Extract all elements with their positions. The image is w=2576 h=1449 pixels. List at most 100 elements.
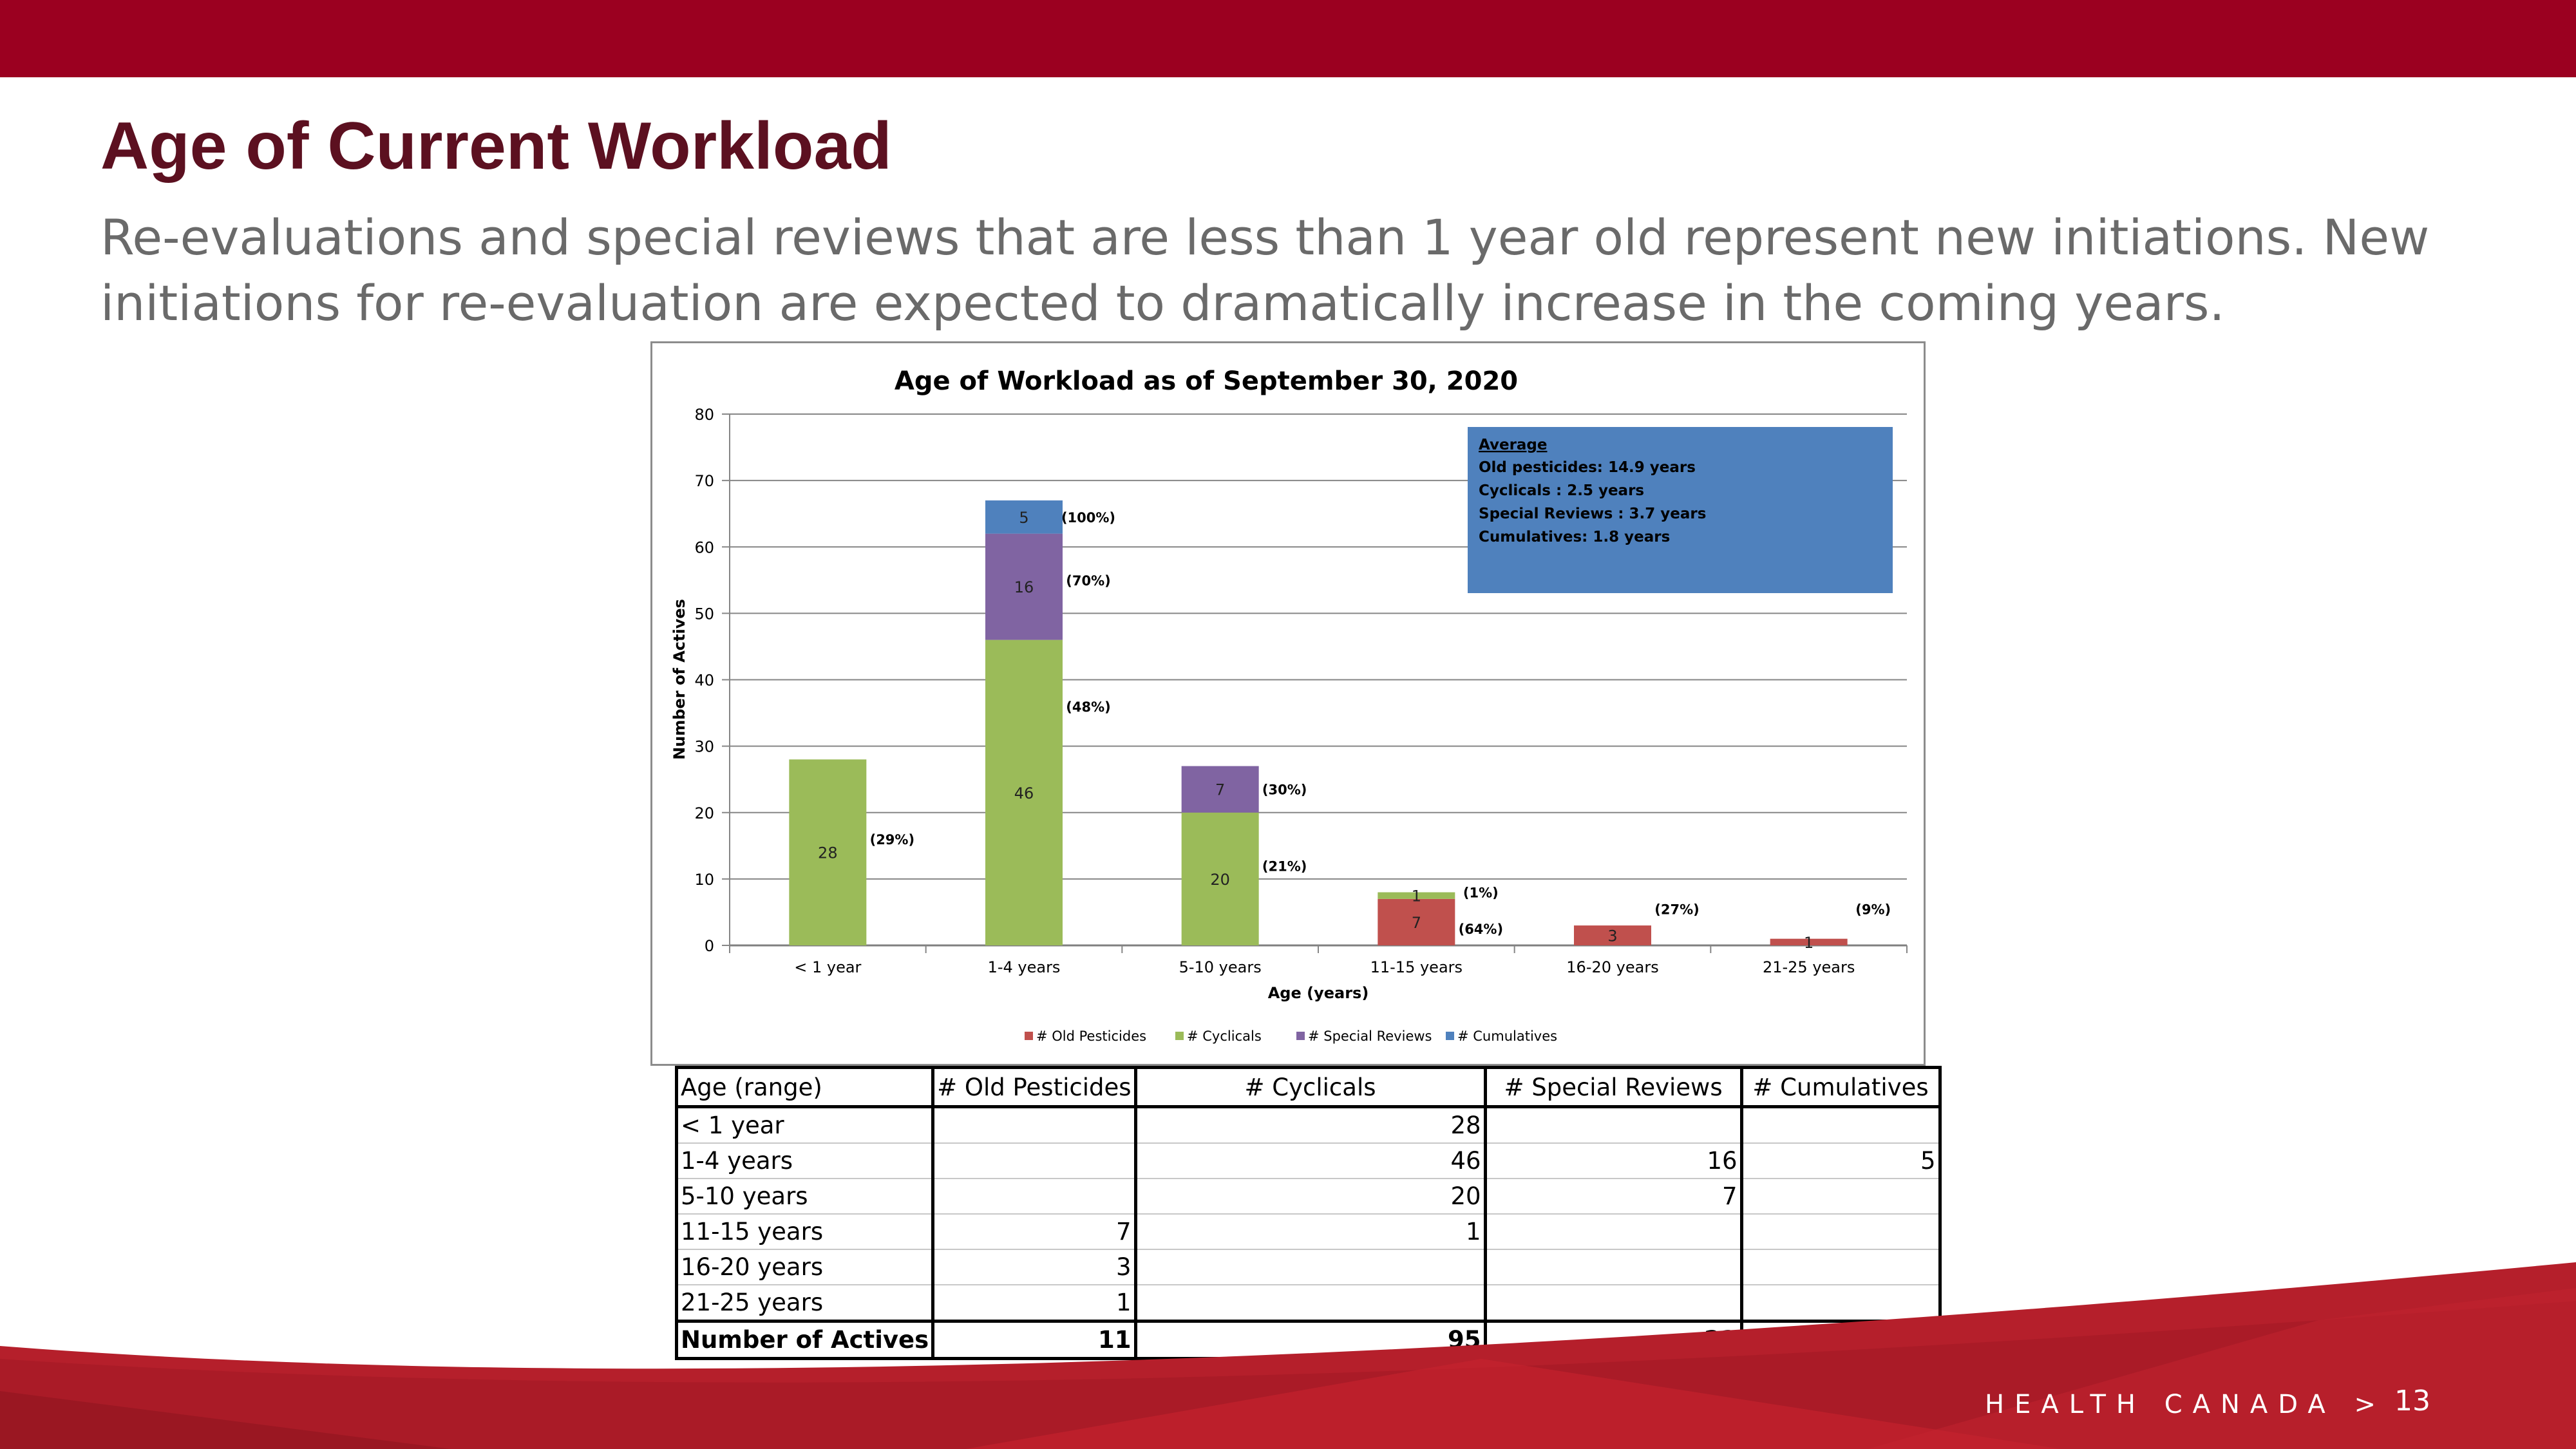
average-line: Old pesticides: 14.9 years	[1479, 459, 1696, 476]
table-row: 5-10 years 20 7	[674, 1179, 1942, 1215]
table-header-row: Age (range) # Old Pesticides # Cyclicals # …	[674, 1066, 1942, 1108]
x-tick-label: 21-25 years	[1763, 958, 1855, 976]
table-cell: 1	[1133, 1214, 1487, 1250]
table-cell	[1483, 1285, 1743, 1322]
x-tick-label: < 1 year	[794, 958, 861, 976]
table-total-cell: 11	[931, 1320, 1137, 1360]
y-tick-label: 60	[694, 538, 714, 556]
legend-swatch	[1296, 1032, 1305, 1040]
stacked-bar-chart: Age of Workload as of September 30, 2020…	[670, 366, 1908, 1044]
y-tick-label: 80	[694, 406, 714, 424]
legend-label: # Old Pesticides	[1036, 1028, 1146, 1044]
table-row: 16-20 years 3	[674, 1249, 1942, 1285]
table-cell: 5	[1739, 1143, 1942, 1179]
table-cell	[1483, 1106, 1743, 1144]
table-row: 21-25 years 1	[674, 1285, 1942, 1322]
table-cell	[1739, 1214, 1942, 1250]
bar-value-label: 3	[1607, 927, 1617, 945]
table-cell	[931, 1143, 1137, 1179]
table-cell: 16-20 years	[674, 1249, 935, 1285]
slide-subtitle: Re-evaluations and special reviews that …	[100, 209, 2430, 332]
bar-segment	[1770, 938, 1848, 945]
percent-annotation: (1%)	[1463, 886, 1499, 901]
bar-segment	[985, 639, 1063, 945]
bar-segment	[789, 759, 867, 945]
percent-annotation: (9%)	[1855, 902, 1891, 917]
y-axis-title: Number of Actives	[670, 599, 688, 760]
table-cell: 7	[931, 1214, 1137, 1250]
bar-value-label: 46	[1014, 784, 1034, 802]
average-line: Special Reviews : 3.7 years	[1479, 506, 1706, 522]
bar-value-label: 5	[1019, 509, 1028, 527]
y-tick-label: 50	[694, 605, 714, 623]
table-header-cell: Age (range)	[674, 1066, 935, 1108]
table-cell: 28	[1133, 1106, 1487, 1144]
page-number: 13	[2394, 1385, 2430, 1417]
bar-segment	[1181, 766, 1259, 813]
bar-segment	[985, 500, 1063, 534]
bar-segment	[1378, 892, 1455, 899]
table-cell: 1-4 years	[674, 1143, 935, 1179]
y-tick-label: 70	[694, 472, 714, 490]
chart-title: Age of Workload as of September 30, 2020	[895, 366, 1518, 396]
workload-data-table: Age (range) # Old Pesticides # Cyclicals # …	[674, 1066, 1942, 1360]
footer-brand: HEALTH CANADA >	[1985, 1390, 2386, 1419]
average-line: Cyclicals : 2.5 years	[1479, 482, 1644, 499]
table-cell	[1739, 1285, 1942, 1322]
average-box	[1468, 427, 1893, 593]
x-tick-label: 11-15 years	[1370, 958, 1463, 976]
bar-segment	[985, 533, 1063, 640]
percent-annotation: (30%)	[1262, 782, 1307, 798]
y-tick-label: 10	[694, 871, 714, 889]
table-cell	[1739, 1106, 1942, 1144]
percent-annotation: (100%)	[1061, 510, 1115, 526]
table-cell	[1483, 1214, 1743, 1250]
table-cell	[1739, 1249, 1942, 1285]
table-cell	[1739, 1179, 1942, 1215]
table-cell: 20	[1133, 1179, 1487, 1215]
bar-value-label: 20	[1210, 871, 1230, 889]
table-header-cell: # Cumulatives	[1739, 1066, 1942, 1108]
table-cell: 11-15 years	[674, 1214, 935, 1250]
bar-value-label: 16	[1014, 578, 1034, 596]
bar-value-label: 7	[1215, 781, 1225, 799]
top-banner	[0, 0, 2576, 77]
table-cell: 5-10 years	[674, 1179, 935, 1215]
table-row: 1-4 years 46 16 5	[674, 1143, 1942, 1179]
percent-annotation: (48%)	[1066, 699, 1110, 715]
x-axis-title: Age (years)	[1268, 984, 1369, 1002]
x-tick-label: 5-10 years	[1179, 958, 1262, 976]
legend-swatch	[1446, 1032, 1454, 1040]
y-tick-label: 0	[705, 937, 714, 955]
bar-segment	[1574, 925, 1651, 945]
slide-title: Age of Current Workload	[100, 109, 892, 184]
bar-segment	[1181, 812, 1259, 945]
bar-value-label: 1	[1412, 887, 1421, 905]
legend-label: # Cyclicals	[1187, 1028, 1262, 1044]
table-cell: 46	[1133, 1143, 1487, 1179]
percent-annotation: (27%)	[1654, 902, 1699, 917]
table-header-cell: # Special Reviews	[1483, 1066, 1743, 1108]
table-cell: 7	[1483, 1179, 1743, 1215]
bar-segment	[1378, 898, 1455, 945]
bar-value-label: 7	[1412, 914, 1421, 932]
chart-frame: Age of Workload as of September 30, 2020…	[650, 341, 1926, 1066]
legend-label: # Special Reviews	[1308, 1028, 1432, 1044]
legend-swatch	[1175, 1032, 1184, 1040]
percent-annotation: (70%)	[1066, 573, 1110, 589]
table-cell	[1133, 1285, 1487, 1322]
table-cell: 3	[931, 1249, 1137, 1285]
table-cell: 1	[931, 1285, 1137, 1322]
footer-wave-banner	[0, 1262, 2576, 1449]
percent-annotation: (21%)	[1262, 858, 1307, 874]
percent-annotation: (64%)	[1459, 922, 1503, 937]
table-row: 11-15 years 7 1	[674, 1214, 1942, 1250]
y-tick-label: 40	[694, 672, 714, 690]
x-tick-label: 16-20 years	[1566, 958, 1658, 976]
average-line: Cumulatives: 1.8 years	[1479, 529, 1670, 545]
legend-swatch	[1025, 1032, 1033, 1040]
table-cell	[931, 1179, 1137, 1215]
x-tick-label: 1-4 years	[988, 958, 1061, 976]
table-total-cell: Number of Actives	[674, 1320, 935, 1360]
table-row: < 1 year 28	[674, 1106, 1942, 1144]
